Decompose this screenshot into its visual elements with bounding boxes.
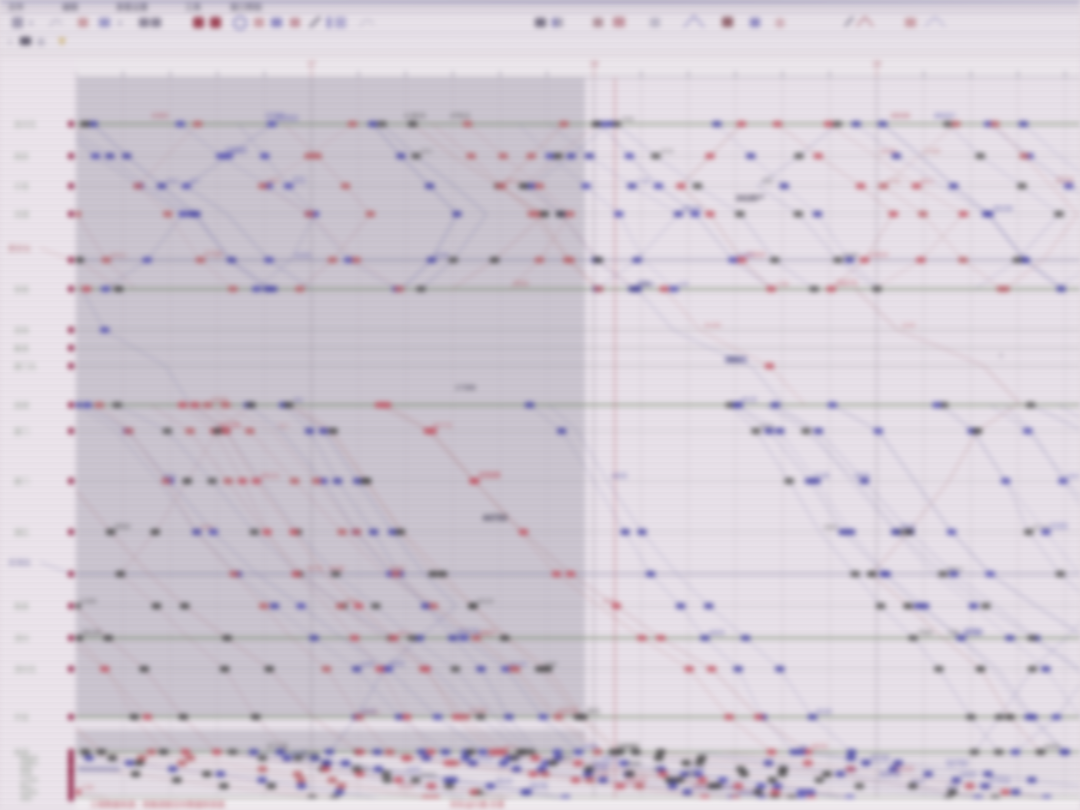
svg-text:杏林: 杏林 — [14, 325, 29, 335]
svg-text:17396: 17396 — [455, 383, 476, 392]
svg-text:34185**: 34185** — [736, 194, 765, 203]
svg-text:厦门北: 厦门北 — [14, 362, 37, 371]
svg-text:厦门: 厦门 — [14, 477, 29, 486]
svg-text:漳州东: 漳州东 — [14, 664, 37, 674]
svg-text:漳州: 漳州 — [14, 633, 29, 643]
svg-text:龙海站: 龙海站 — [8, 557, 31, 567]
svg-text:华安: 华安 — [14, 712, 29, 722]
svg-text:仑苍: 仑苍 — [14, 181, 29, 191]
svg-text:高崎: 高崎 — [14, 400, 29, 410]
svg-text:工程数据来源：铁路调度实时数据库系统: 工程数据来源：铁路调度实时数据库系统 — [90, 799, 225, 809]
svg-text:惠安站: 惠安站 — [8, 243, 31, 253]
svg-text:I: I — [1000, 353, 1002, 360]
svg-text:百里弦: 百里弦 — [20, 789, 38, 797]
svg-text:44700: 44700 — [482, 513, 507, 523]
svg-text:江东桥: 江东桥 — [20, 777, 38, 785]
svg-text:张坂: 张坂 — [14, 284, 29, 294]
svg-text:列车运行图 示意: 列车运行图 示意 — [450, 799, 505, 809]
svg-text:漏石: 漏石 — [14, 527, 29, 537]
svg-text:南靖: 南靖 — [14, 747, 29, 757]
svg-text:天宝: 天宝 — [20, 771, 32, 779]
svg-text:45K2: 45K2 — [727, 358, 742, 364]
svg-text:集美: 集美 — [14, 343, 29, 353]
svg-text:泉州东: 泉州东 — [14, 119, 37, 129]
svg-text:诗潇: 诗潇 — [14, 209, 29, 219]
svg-text:南安: 南安 — [14, 151, 29, 161]
svg-text:榜山: 榜山 — [20, 783, 32, 791]
svg-text:角美: 角美 — [14, 601, 29, 611]
svg-text:凤凰山: 凤凰山 — [20, 760, 38, 768]
svg-text:浦南: 浦南 — [20, 795, 32, 803]
svg-text:厦门: 厦门 — [14, 427, 29, 436]
